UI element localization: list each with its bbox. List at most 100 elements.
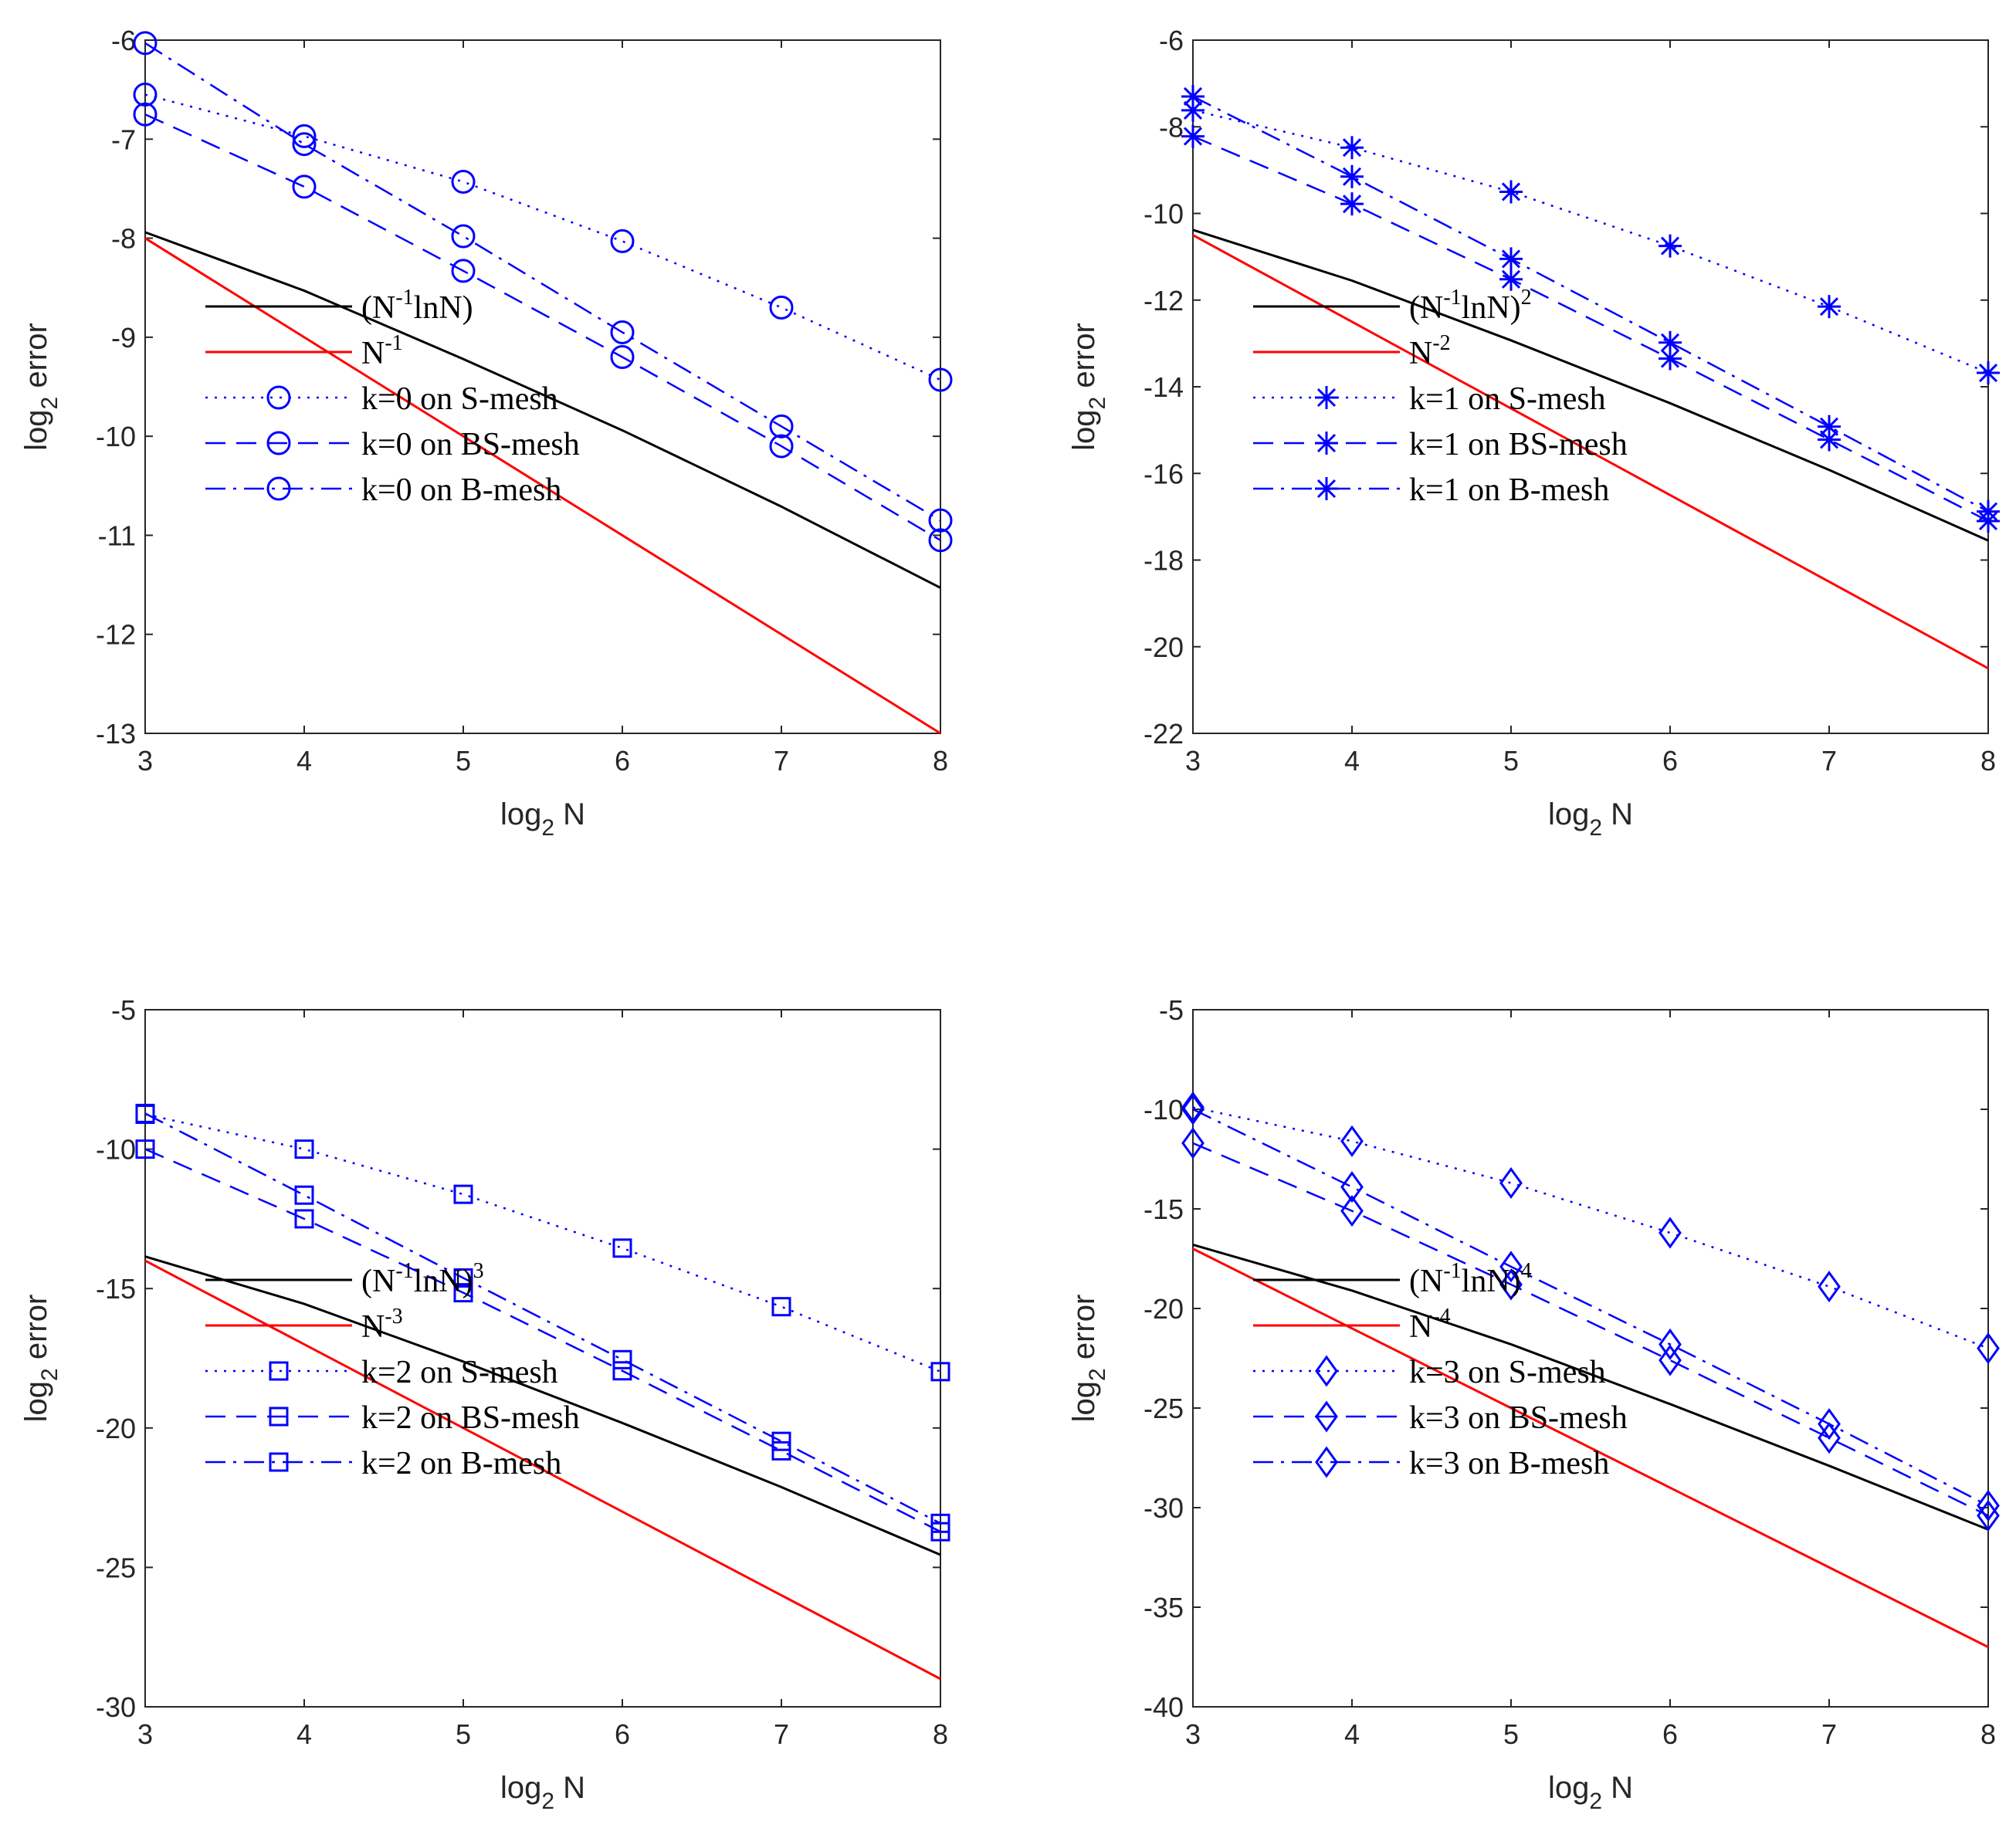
x-tick-label: 8 [933,1718,948,1750]
series-5 [1181,84,2000,523]
x-tick-label: 4 [1344,745,1360,777]
data-point [1818,428,1841,452]
y-tick-label: -10 [1144,1094,1184,1126]
legend-marker [1315,1446,1338,1478]
data-point [1499,1251,1523,1283]
y-tick-label: -12 [96,619,136,651]
series-5 [133,31,953,533]
data-point [453,1184,473,1204]
data-point [1340,192,1364,216]
chart-panel-1: 3 4 5 6 7 8 -6 -7 -8 -9 -10 -11 -12 -13 log2 N log2 err… [19,25,953,841]
data-point [1977,1332,2000,1365]
x-tick-label: 4 [296,1718,312,1750]
data-point [1340,136,1364,160]
data-point [769,434,794,459]
series-line [144,231,941,589]
y-tick-label: -8 [1159,111,1184,143]
legend-label: N-1 [361,331,403,371]
data-point [1818,1422,1841,1454]
x-tick-label: 8 [933,745,948,777]
data-point [610,228,635,253]
y-tick-label: -25 [96,1552,136,1583]
data-point [928,508,953,533]
legend-label: k=2 on B-mesh [361,1446,561,1481]
y-tick-label: -9 [111,322,136,354]
data-point [1659,1328,1682,1361]
x-axis-label: log2 N [500,797,585,841]
data-point [1340,1171,1364,1203]
data-point [610,345,635,370]
series-1 [144,231,941,589]
chart-panel-2: 3 4 5 6 7 8 -6 -8 -10 -12 -14 -16 -18 -20 -22 log2 N log… [1067,25,2000,841]
data-point [1659,330,1682,354]
legend-label: k=0 on B-mesh [361,472,561,508]
y-tick-label: -20 [96,1413,136,1444]
series-2 [1192,1247,1989,1648]
data-point [612,1361,632,1381]
y-tick-label: -6 [111,25,136,56]
data-point [612,1238,632,1258]
series-line [1192,1108,1989,1507]
y-tick-label: -7 [111,124,136,155]
x-tick-label: 7 [774,1718,789,1750]
y-tick-label: -20 [1144,631,1184,663]
y-tick-label: -10 [96,1134,136,1166]
y-tick-label: -40 [1144,1691,1184,1723]
data-point [1977,499,2000,523]
data-point [133,83,158,107]
series-line [144,1112,941,1525]
legend-label: (N-1lnN)4 [1409,1259,1532,1299]
data-point [1499,1166,1523,1200]
legend: (N-1lnN)3 N-3 k=2 on S-mesh k=2 on BS-mesh k… [205,1259,580,1481]
data-point [1499,267,1523,291]
y-axis-label: log2 error [19,1295,63,1423]
series-3 [1181,1091,2000,1365]
legend-marker [269,1407,289,1427]
legend-label: N-2 [1409,331,1451,371]
y-tick-label: -15 [1144,1193,1184,1225]
series-4 [133,102,953,553]
series-3 [1181,98,2000,385]
x-tick-label: 6 [1662,745,1678,777]
data-point [1977,361,2000,385]
legend-label: (N-1lnN)2 [1409,286,1532,326]
data-point [294,1185,314,1205]
data-point [133,102,158,127]
x-tick-label: 3 [1185,745,1201,777]
series-1 [144,1255,941,1556]
y-axis-label: log2 error [1067,323,1110,451]
legend-marker [266,431,291,455]
data-point [1977,1489,2000,1522]
y-tick-label: -15 [96,1273,136,1305]
x-tick-label: 4 [1344,1718,1360,1750]
x-tick-label: 5 [1503,745,1519,777]
legend-label: k=0 on BS-mesh [361,427,580,462]
legend-label: k=0 on S-mesh [361,381,558,417]
data-point [1818,1408,1841,1440]
x-tick-label: 3 [137,745,153,777]
y-tick-label: -25 [1144,1393,1184,1424]
data-point [612,1349,632,1369]
legend-marker [1315,1355,1338,1387]
x-tick-label: 8 [1980,1718,1996,1750]
data-point [1181,1091,1205,1123]
series-line [1192,228,1989,542]
data-point [135,1103,155,1123]
data-point [294,1209,314,1229]
y-tick-label: -10 [96,421,136,452]
x-axis-label: log2 N [500,1771,585,1814]
legend-marker [269,1452,289,1472]
data-point [930,1362,950,1382]
x-tick-label: 8 [1980,745,1996,777]
series-line [1192,135,1989,523]
x-tick-label: 3 [1185,1718,1201,1750]
y-tick-label: -12 [1144,285,1184,317]
series-3 [135,1104,950,1382]
data-point [1340,1125,1364,1157]
data-point [1340,1195,1364,1227]
series-line [1192,1247,1989,1648]
data-point [1659,1217,1682,1249]
data-point [1659,234,1682,258]
series-2 [144,1259,941,1681]
data-point [1181,1093,1205,1126]
